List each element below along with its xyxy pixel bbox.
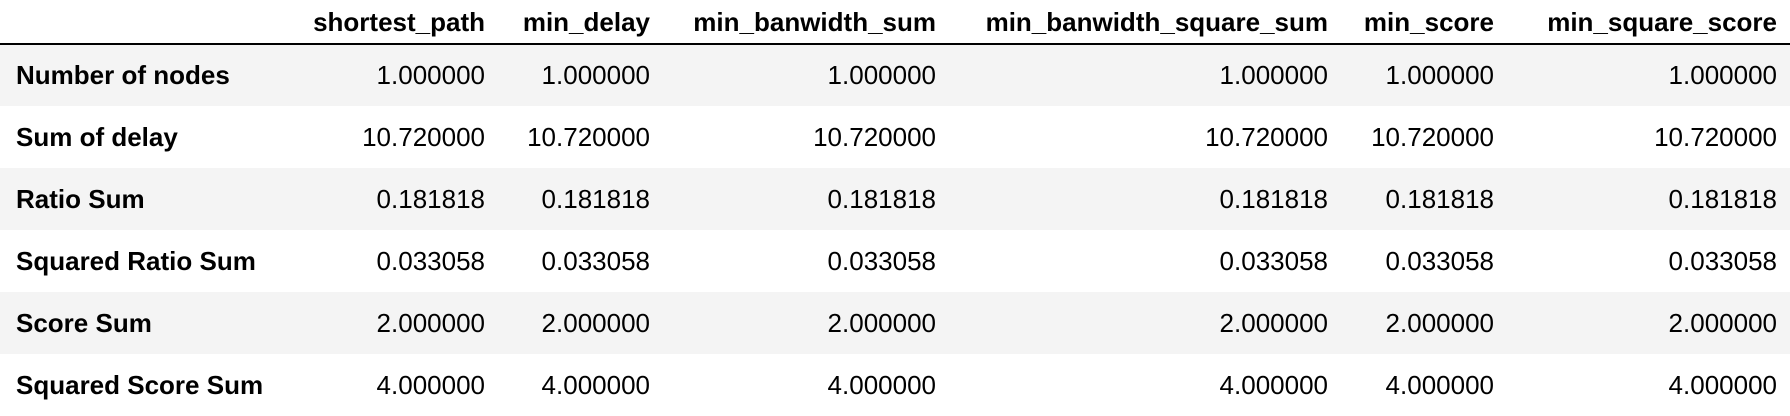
table-cell: 0.181818 [376,183,485,214]
table-cell: 0.181818 [827,183,936,214]
column-header: min_delay [498,0,663,45]
column-header: min_banwidth_sum [663,0,949,45]
table-cell: 4.000000 [1385,369,1494,400]
column-header: min_banwidth_square_sum [949,0,1341,45]
row-label: Number of nodes [16,60,230,90]
table-cell: 0.033058 [827,245,936,276]
row-label: Squared Ratio Sum [16,245,256,276]
table-cell: 10.720000 [1654,121,1777,152]
table-cell: 10.720000 [1371,121,1494,152]
table-row: Ratio Sum 0.181818 0.181818 0.181818 0.1… [0,168,1790,230]
index-header-cell [0,0,295,45]
table-cell: 1.000000 [1219,60,1328,90]
table-cell: 0.181818 [1219,183,1328,214]
table-cell: 2.000000 [376,307,485,338]
column-header: min_square_score [1507,0,1790,45]
table-cell: 1.000000 [1668,60,1777,90]
table-cell: 0.181818 [541,183,650,214]
table-body: Number of nodes 1.000000 1.000000 1.0000… [0,44,1790,416]
table-cell: 0.033058 [541,245,650,276]
table-cell: 10.720000 [1205,121,1328,152]
table-cell: 1.000000 [827,60,936,90]
table-cell: 0.033058 [1385,245,1494,276]
table-cell: 4.000000 [376,369,485,400]
table-cell: 4.000000 [827,369,936,400]
table-cell: 0.181818 [1385,183,1494,214]
table-cell: 2.000000 [1668,307,1777,338]
table-cell: 1.000000 [376,60,485,90]
table-row: Squared Ratio Sum 0.033058 0.033058 0.03… [0,230,1790,292]
table-cell: 0.033058 [1219,245,1328,276]
table-cell: 0.181818 [1668,183,1777,214]
table-cell: 2.000000 [827,307,936,338]
table-cell: 10.720000 [362,121,485,152]
row-label: Ratio Sum [16,183,145,214]
column-header: min_score [1341,0,1507,45]
table-cell: 10.720000 [813,121,936,152]
table-row: Number of nodes 1.000000 1.000000 1.0000… [0,44,1790,106]
table-cell: 4.000000 [1219,369,1328,400]
table-cell: 2.000000 [1219,307,1328,338]
table-cell: 4.000000 [1668,369,1777,400]
table-row: Score Sum 2.000000 2.000000 2.000000 2.0… [0,292,1790,354]
dataframe-output: shortest_path min_delay min_banwidth_sum… [0,0,1790,400]
row-label: Sum of delay [16,121,178,152]
header-row: shortest_path min_delay min_banwidth_sum… [0,0,1790,45]
row-label: Score Sum [16,307,152,338]
table-cell: 4.000000 [541,369,650,400]
table-cell: 1.000000 [1385,60,1494,90]
table-cell: 2.000000 [541,307,650,338]
table-cell: 0.033058 [1668,245,1777,276]
table-header: shortest_path min_delay min_banwidth_sum… [0,0,1790,45]
table-row: Sum of delay 10.720000 10.720000 10.7200… [0,106,1790,168]
column-header: shortest_path [295,0,498,45]
table-cell: 1.000000 [541,60,650,90]
table-cell: 2.000000 [1385,307,1494,338]
row-label: Squared Score Sum [16,369,264,400]
table-row: Squared Score Sum 4.000000 4.000000 4.00… [0,354,1790,416]
table-cell: 10.720000 [527,121,650,152]
table-cell: 0.033058 [376,245,485,276]
